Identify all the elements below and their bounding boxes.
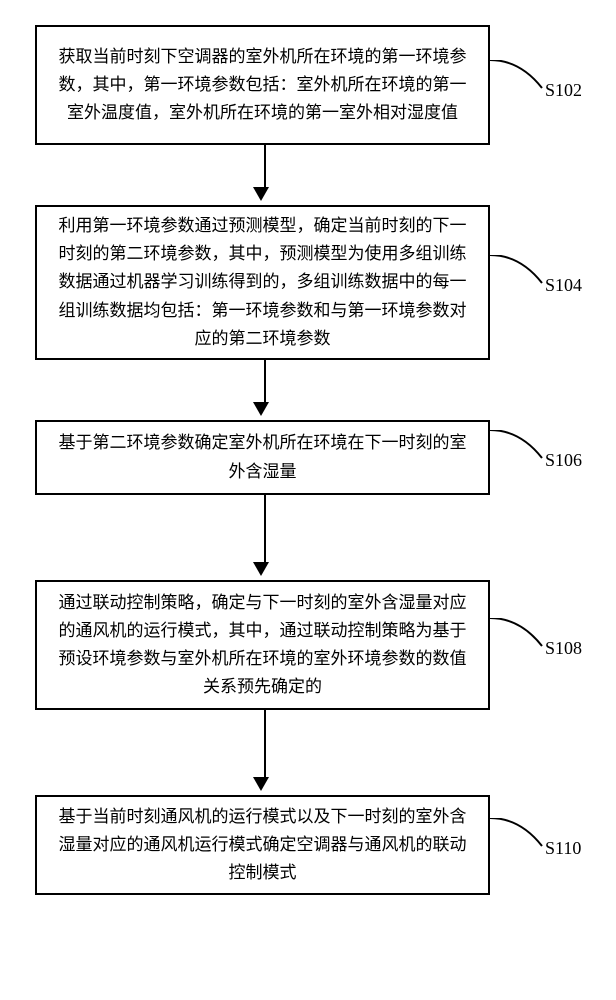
flowchart-node-s104: 利用第一环境参数通过预测模型，确定当前时刻的下一时刻的第二环境参数，其中，预测模… (35, 205, 490, 360)
node-text: 利用第一环境参数通过预测模型，确定当前时刻的下一时刻的第二环境参数，其中，预测模… (51, 212, 474, 352)
node-text: 获取当前时刻下空调器的室外机所在环境的第一环境参数，其中，第一环境参数包括：室外… (51, 43, 474, 127)
step-label-s104: S104 (545, 275, 582, 296)
node-text: 通过联动控制策略，确定与下一时刻的室外含湿量对应的通风机的运行模式，其中，通过联… (51, 589, 474, 701)
flowchart-node-s106: 基于第二环境参数确定室外机所在环境在下一时刻的室外含湿量 (35, 420, 490, 495)
flowchart-container: 获取当前时刻下空调器的室外机所在环境的第一环境参数，其中，第一环境参数包括：室外… (0, 0, 616, 1000)
flowchart-edge (260, 145, 269, 201)
label-connector-s102 (490, 60, 545, 100)
flowchart-node-s108: 通过联动控制策略，确定与下一时刻的室外含湿量对应的通风机的运行模式，其中，通过联… (35, 580, 490, 710)
label-connector-s108 (490, 618, 545, 658)
step-label-s108: S108 (545, 638, 582, 659)
flowchart-edge (260, 360, 269, 416)
node-text: 基于第二环境参数确定室外机所在环境在下一时刻的室外含湿量 (51, 429, 474, 485)
label-connector-s110 (490, 818, 545, 858)
step-label-s102: S102 (545, 80, 582, 101)
flowchart-node-s110: 基于当前时刻通风机的运行模式以及下一时刻的室外含湿量对应的通风机运行模式确定空调… (35, 795, 490, 895)
step-label-s106: S106 (545, 450, 582, 471)
flowchart-edge (260, 710, 269, 791)
flowchart-edge (260, 495, 269, 576)
flowchart-node-s102: 获取当前时刻下空调器的室外机所在环境的第一环境参数，其中，第一环境参数包括：室外… (35, 25, 490, 145)
label-connector-s106 (490, 430, 545, 470)
node-text: 基于当前时刻通风机的运行模式以及下一时刻的室外含湿量对应的通风机运行模式确定空调… (51, 803, 474, 887)
label-connector-s104 (490, 255, 545, 295)
step-label-s110: S110 (545, 838, 581, 859)
